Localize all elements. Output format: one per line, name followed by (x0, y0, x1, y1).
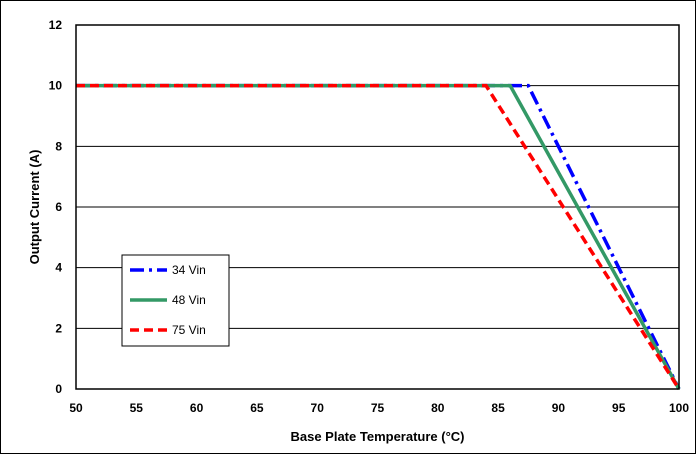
x-tick-label: 90 (552, 401, 566, 415)
x-tick-label: 95 (612, 401, 626, 415)
x-tick-label: 80 (431, 401, 445, 415)
y-tick-label: 6 (55, 200, 62, 214)
legend-label: 75 Vin (172, 323, 206, 337)
series-line-34-vin (76, 83, 681, 390)
y-tick-label: 12 (49, 18, 63, 32)
x-tick-label: 85 (491, 401, 505, 415)
y-tick-label: 0 (55, 382, 62, 396)
x-axis-title: Base Plate Temperature (°C) (290, 429, 464, 444)
x-tick-label: 60 (190, 401, 204, 415)
x-tick-label: 70 (311, 401, 325, 415)
x-tick-labels: 50 55 60 65 70 75 80 85 90 95 100 (69, 401, 689, 415)
legend-label: 48 Vin (172, 293, 206, 307)
x-tick-label: 75 (371, 401, 385, 415)
y-tick-label: 10 (49, 79, 63, 93)
y-tick-label: 8 (55, 139, 62, 153)
legend: 34 Vin 48 Vin 75 Vin (121, 254, 230, 347)
y-tick-label: 4 (55, 261, 62, 275)
x-tick-label: 50 (69, 401, 83, 415)
y-tick-label: 2 (55, 321, 62, 335)
y-tick-labels: 0 2 4 6 8 10 12 (49, 18, 63, 396)
x-tick-label: 100 (669, 401, 689, 415)
plot-area-border (75, 24, 680, 390)
series-lines (76, 83, 681, 390)
x-tick-label: 65 (250, 401, 264, 415)
y-axis-title: Output Current (A) (27, 150, 42, 265)
legend-label: 34 Vin (172, 263, 206, 277)
series-line-75-vin (76, 83, 681, 390)
x-tick-label: 55 (130, 401, 144, 415)
